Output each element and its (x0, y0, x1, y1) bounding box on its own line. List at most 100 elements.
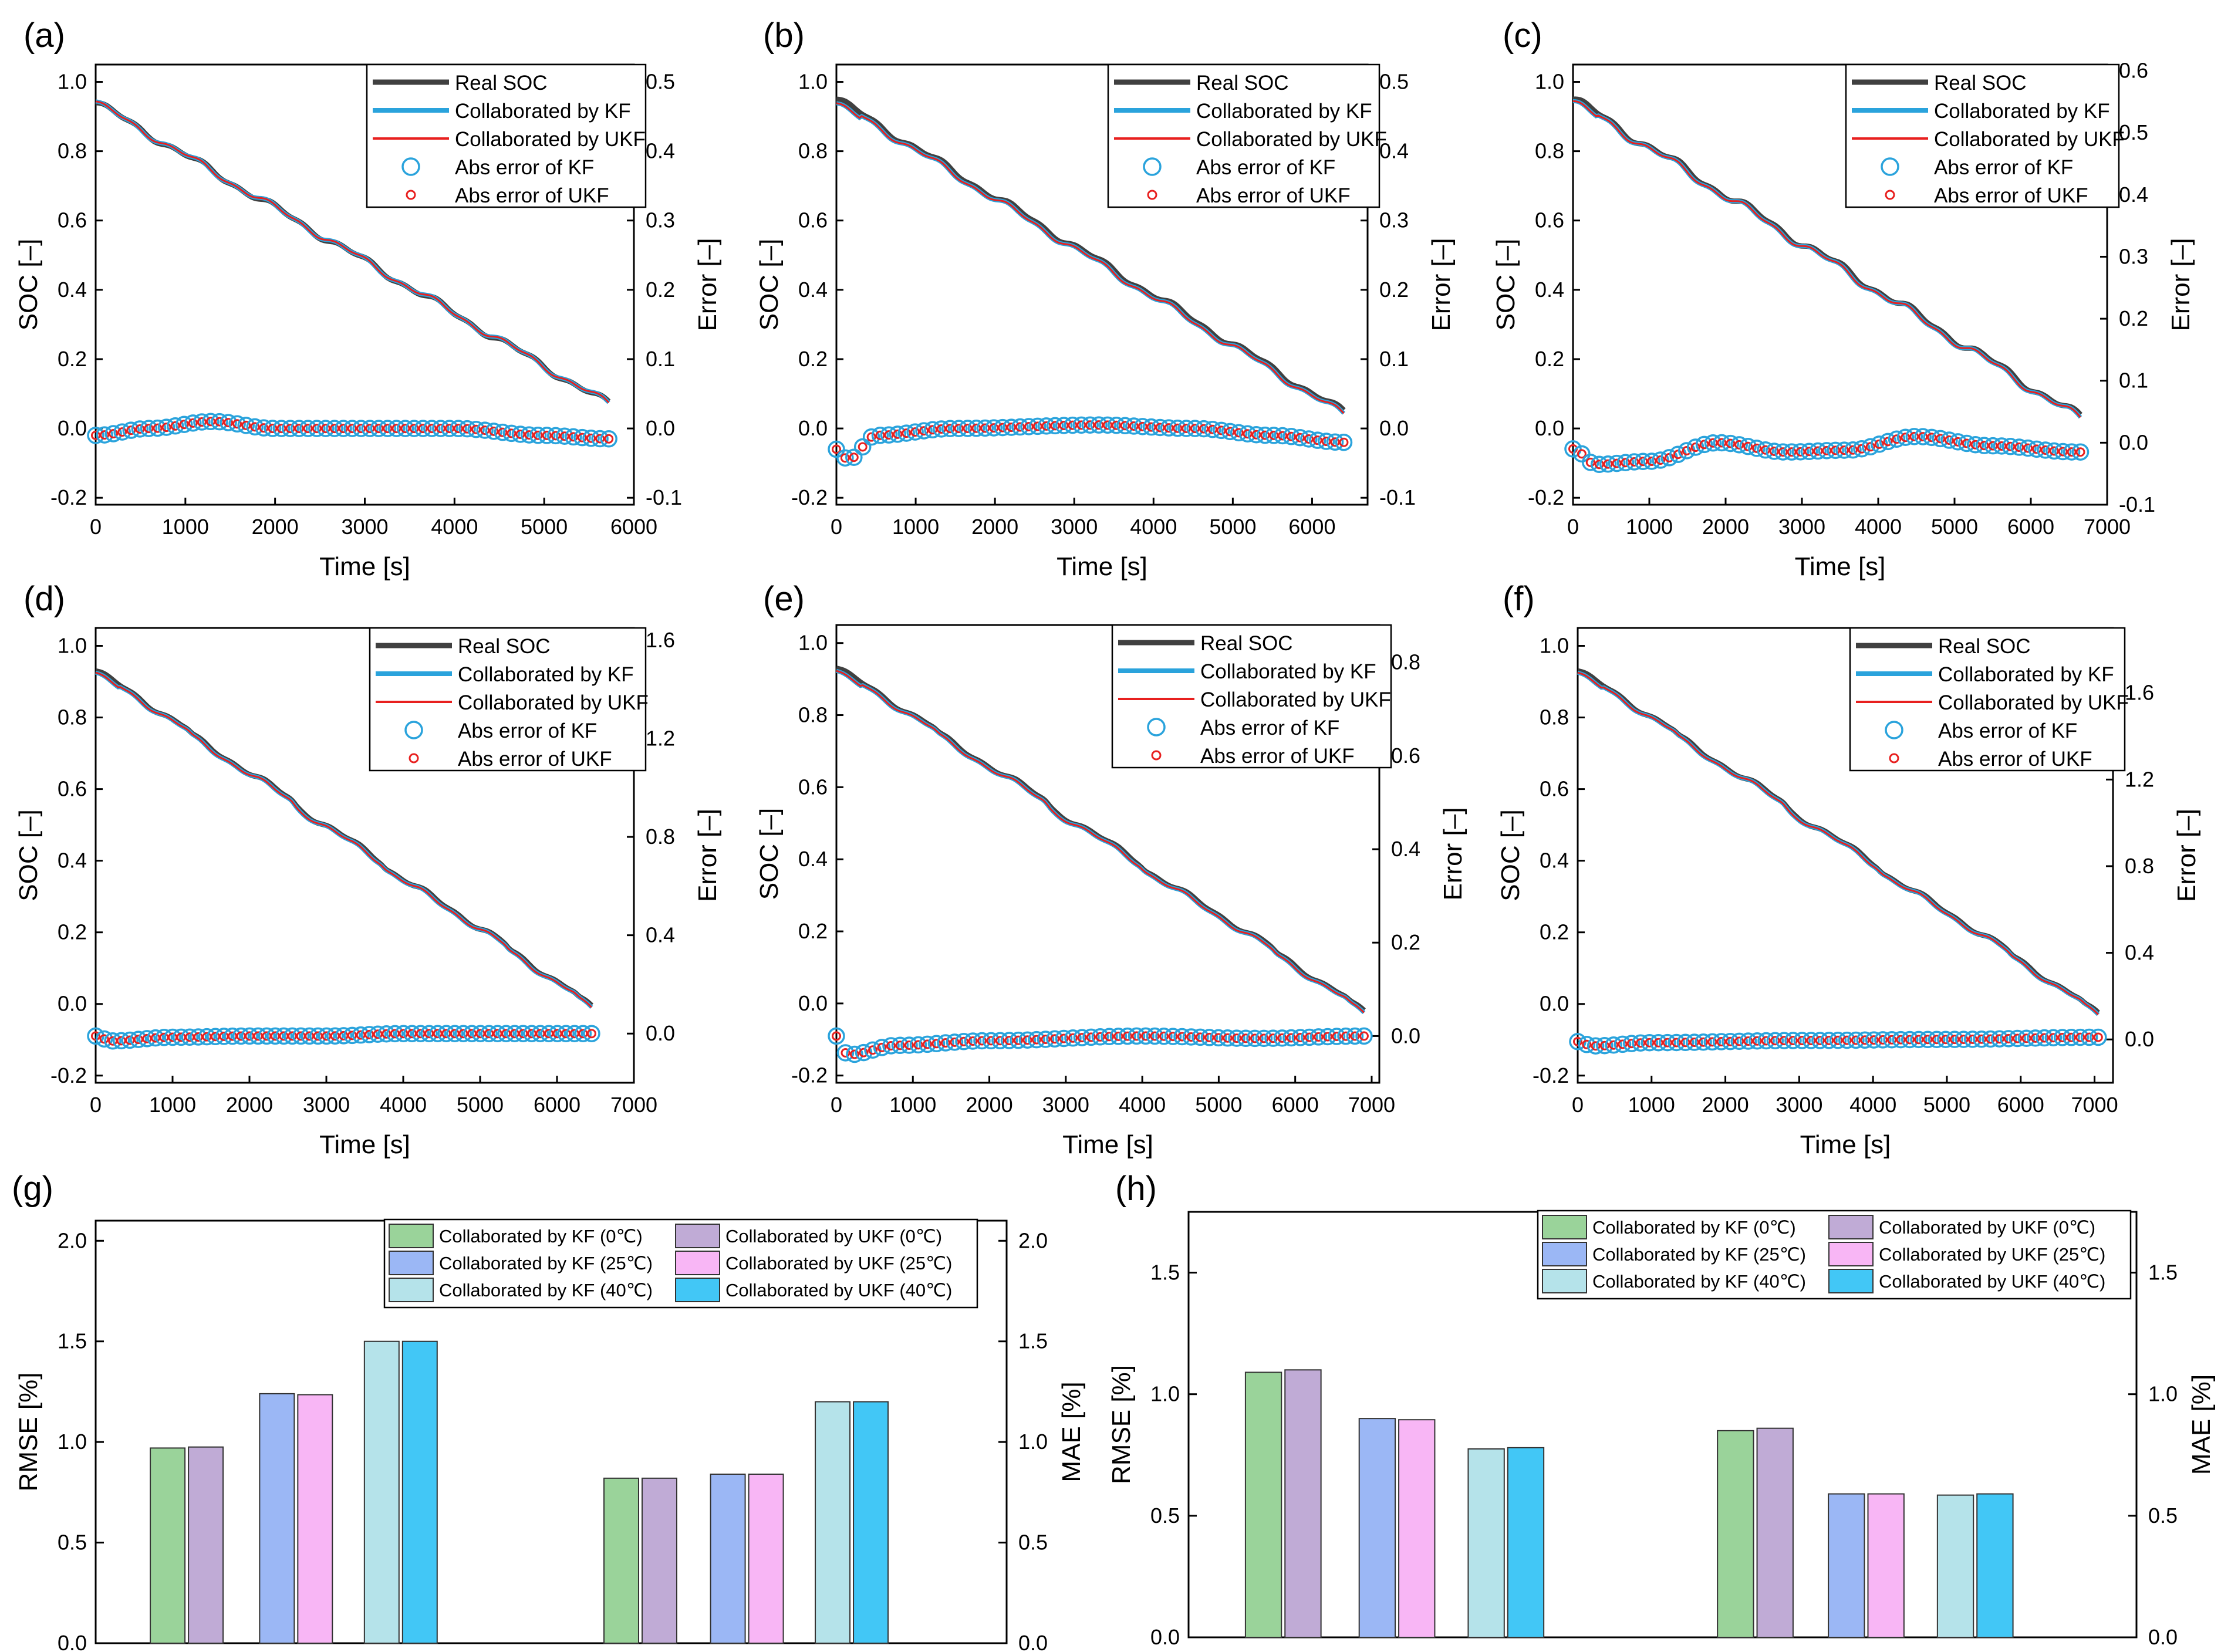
marker-error-ukf (919, 426, 929, 436)
marker-error-kf (855, 1043, 873, 1062)
marker-error-ukf (1997, 441, 2007, 451)
marker-error-kf (1155, 1027, 1173, 1045)
marker-error-ukf (1839, 445, 1849, 455)
marker-error-kf (379, 420, 397, 437)
marker-error-kf (476, 421, 494, 439)
marker-error-ukf (1901, 433, 1911, 442)
marker-error-kf (994, 418, 1011, 437)
marker-error-kf (2063, 443, 2081, 461)
legend-label: Abs error of UKF (1938, 748, 2092, 771)
legend-swatch (1828, 1215, 1874, 1239)
marker-error-kf (1766, 442, 1783, 460)
marker-error-ukf (1804, 447, 1814, 457)
marker-error-kf (1800, 442, 1818, 461)
marker-error-ukf (931, 1039, 941, 1049)
x-tick-label: 2000 (971, 515, 1018, 539)
panel-h: (h) 0.0 0.5 1.0 1.5 0.0 0.5 1.0 1.5 RMSE [%] MAE [… (1107, 1170, 2216, 1649)
y-axis-label: SOC [–] (14, 809, 43, 901)
marker-error-kf (369, 1025, 387, 1043)
marker-error-ukf (840, 453, 850, 463)
marker-error-kf (441, 420, 458, 437)
marker-error-kf (1634, 452, 1652, 470)
marker-error-kf (836, 449, 854, 467)
marker-error-kf (237, 417, 255, 434)
series-ukf (1572, 100, 2081, 418)
marker-error-ukf (849, 452, 859, 462)
y-tick-label: 0.4 (58, 849, 87, 873)
marker-error-ukf (219, 1031, 229, 1041)
legend-swatch-ukf-error (409, 753, 419, 763)
y2-tick-label: -0.1 (646, 485, 682, 509)
marker-error-ukf (1603, 459, 1613, 469)
marker-error-kf (937, 1034, 954, 1052)
x-tick-label: 3000 (303, 1093, 350, 1117)
marker-error-ukf (501, 1029, 511, 1039)
y-tick-label: -0.2 (791, 1063, 828, 1087)
y-tick-label: 1.0 (1535, 70, 1564, 94)
legend-swatch (389, 1278, 434, 1302)
marker-error-kf (1973, 1030, 1990, 1048)
marker-error-ukf (1268, 1033, 1278, 1043)
marker-error-ukf (2030, 1033, 2040, 1043)
marker-error-ukf (1647, 456, 1657, 466)
marker-error-ukf (535, 1029, 545, 1039)
marker-error-ukf (1251, 430, 1261, 440)
panel-c: (c) 0 1000 2000 3000 4000 5000 6000 7000 -0.2 0.0 0… (1491, 16, 2195, 581)
marker-error-ukf (339, 1031, 349, 1040)
marker-error-ukf (1573, 1036, 1582, 1046)
y2-tick-label: 1.2 (646, 727, 675, 751)
marker-error-kf (246, 418, 264, 436)
marker-error-kf (1301, 1028, 1318, 1046)
marker-error-ukf (2021, 1033, 2031, 1043)
plot-frame (94, 627, 635, 1084)
marker-error-kf (432, 420, 450, 437)
x-axis-label: Time [s] (1057, 552, 1147, 581)
marker-error-ukf (902, 428, 912, 438)
marker-error-kf (1028, 1031, 1045, 1049)
marker-error-kf (1704, 434, 1722, 452)
legend-label: Collaborated by UKF (25℃) (1879, 1244, 2105, 1265)
marker-error-kf (1309, 1028, 1328, 1046)
marker-error-ukf (1656, 455, 1666, 465)
marker-error-ukf (330, 1031, 340, 1041)
marker-error-ukf (1243, 429, 1253, 439)
x-tick-label: 6000 (534, 1093, 580, 1117)
y-tick-label: 0.4 (1540, 849, 1569, 873)
marker-error-kf (531, 1025, 549, 1042)
marker-error-ukf (1104, 1032, 1114, 1042)
marker-error-kf (1282, 428, 1300, 445)
bar-mae (1976, 1493, 2014, 1639)
marker-error-kf (1319, 1028, 1336, 1046)
panel-g: (g) 0.0 0.5 1.0 1.5 2.0 0.0 0.5 1.0 1.5 2.0 RMSE [%… (12, 1170, 1086, 1652)
marker-error-kf (1210, 1029, 1227, 1047)
panel-a: (a) 0 1000 2000 3000 4000 5000 6000 -0.2 0.0 0.2 0.… (14, 16, 722, 581)
marker-error-ukf (2075, 1032, 2085, 1042)
marker-error-kf (2071, 1028, 2090, 1046)
marker-error-ukf (1321, 437, 1331, 447)
panel-e: (e) 0 1000 2000 3000 4000 5000 6000 7000 -0.2 0.0 0… (755, 580, 1467, 1159)
marker-error-kf (941, 420, 959, 437)
marker-error-ukf (1022, 1035, 1032, 1045)
marker-error-kf (1274, 427, 1291, 445)
marker-error-kf (193, 413, 211, 431)
x-tick-label: 6000 (1288, 515, 1335, 539)
marker-error-kf (520, 426, 538, 444)
marker-error-ukf (1717, 438, 1727, 448)
marker-error-kf (900, 1036, 918, 1054)
marker-error-kf (1335, 433, 1353, 451)
legend-swatch-ukf-error (1885, 190, 1895, 200)
marker-error-kf (1596, 1036, 1614, 1055)
marker-error-kf (1982, 1030, 2000, 1048)
y2-tick-label: 0.0 (1018, 1631, 1048, 1652)
marker-error-ukf (895, 1040, 905, 1050)
legend: Real SOC Collaborated by KF Collaborated b… (369, 627, 649, 772)
marker-error-ukf (1341, 1031, 1351, 1041)
marker-error-kf (2090, 1028, 2107, 1046)
marker-error-kf (1641, 1033, 1659, 1052)
marker-error-ukf (441, 1029, 451, 1039)
marker-error-kf (1964, 1031, 1982, 1048)
legend-label: Collaborated by KF (455, 100, 631, 123)
marker-error-ukf (1013, 1035, 1023, 1045)
marker-error-kf (973, 1032, 991, 1050)
marker-error-ukf (1241, 1033, 1251, 1043)
